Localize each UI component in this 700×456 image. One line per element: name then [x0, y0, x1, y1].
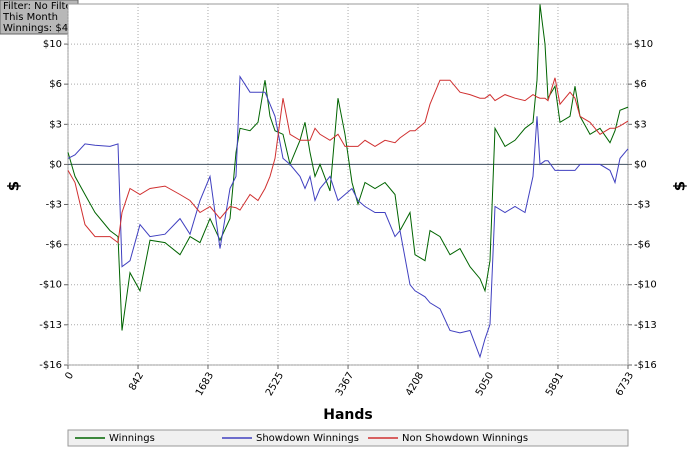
y-tick-label: $0: [49, 159, 62, 170]
y-tick-label: $6: [634, 79, 647, 90]
legend-label: Winnings: [109, 433, 155, 444]
y-tick-label: -$16: [39, 360, 62, 371]
legend: [67, 429, 629, 447]
y-tick-label: $10: [43, 39, 62, 50]
y-tick-label: $0: [634, 159, 647, 170]
y-tick-label: -$10: [634, 280, 657, 291]
x-tick-label: 3367: [334, 371, 356, 399]
x-tick-label: 842: [127, 371, 146, 393]
x-tick-label: 6733: [614, 371, 636, 399]
y-tick-label: -$3: [46, 199, 62, 210]
x-tick-label: 0: [63, 371, 76, 382]
series-line: [67, 4, 629, 331]
x-tick-label: 4208: [404, 371, 426, 399]
x-tick-label: 5891: [544, 371, 566, 399]
legend-label: Non Showdown Winnings: [402, 433, 528, 444]
x-axis-label: Hands: [323, 407, 373, 423]
y-tick-label: $3: [49, 119, 62, 130]
legend-label: Showdown Winnings: [256, 433, 359, 444]
info-text: Winnings: $4.76: [3, 23, 84, 34]
y-tick-label: $10: [634, 39, 653, 50]
y-tick-label: $6: [49, 79, 62, 90]
series-line: [67, 77, 629, 244]
y-tick-label: -$16: [634, 360, 657, 371]
series-line: [67, 74, 629, 359]
x-tick-label: 1683: [194, 371, 216, 399]
info-text: Filter: No Filter: [3, 1, 77, 12]
y-axis-label: $: [671, 181, 689, 191]
y-tick-label: -$13: [39, 320, 62, 331]
x-tick-label: 5050: [474, 370, 496, 398]
y-axis-label: $: [5, 181, 23, 191]
y-tick-label: -$6: [634, 240, 650, 251]
y-tick-label: -$3: [634, 199, 650, 210]
y-tick-label: -$6: [46, 240, 62, 251]
y-tick-label: -$10: [39, 280, 62, 291]
x-tick-label: 2525: [264, 371, 286, 399]
info-text: This Month: [2, 12, 58, 23]
y-tick-label: $3: [634, 119, 647, 130]
y-tick-label: -$13: [634, 320, 657, 331]
